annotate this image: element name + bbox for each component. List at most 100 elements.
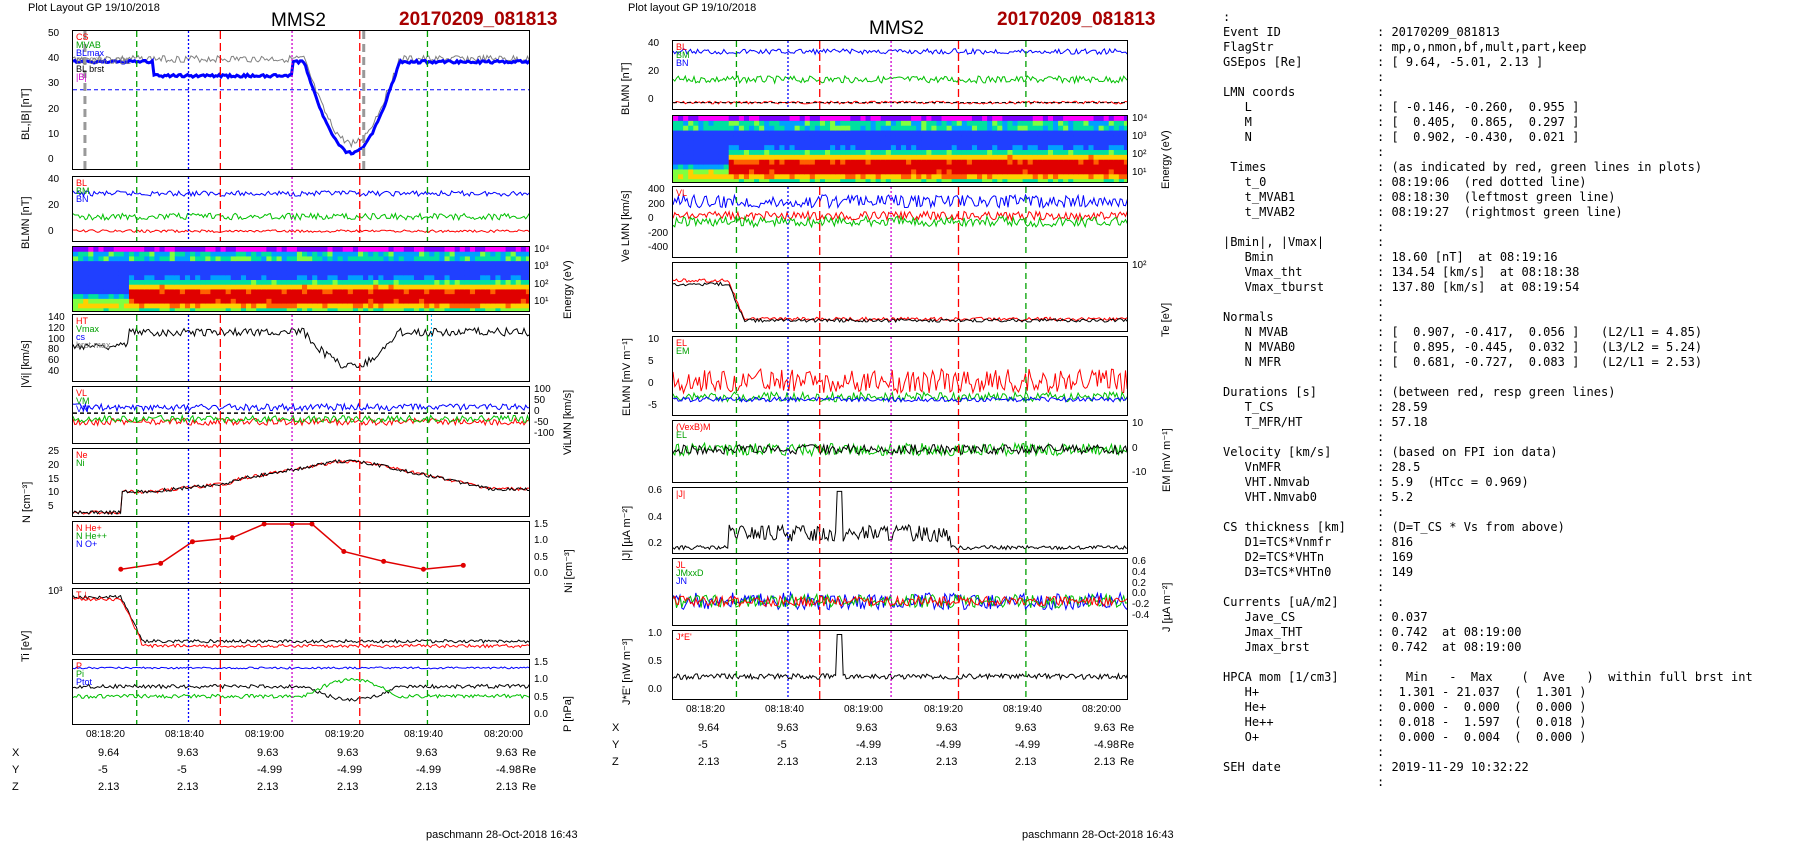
series-line-vm xyxy=(673,209,1127,222)
he++-point xyxy=(158,560,164,566)
he++-point xyxy=(420,566,426,572)
plot-panel-vi xyxy=(72,314,530,382)
plot-panel-je xyxy=(672,630,1128,700)
info-key: Event ID xyxy=(1223,25,1281,39)
legend-entry: |J| xyxy=(676,489,686,499)
info-row: CS thickness [km]: (D=T_CS * Vs from abo… xyxy=(1223,520,1753,535)
info-row: FlagStr: mp,o,nmon,bf,mult,part,keep xyxy=(1223,40,1753,55)
info-value: : xyxy=(1377,580,1385,594)
info-value: : 0.037 xyxy=(1377,610,1428,624)
pos-row-value: 2.13 xyxy=(496,781,518,793)
pos-row-label: Y xyxy=(612,739,620,751)
info-key: FlagStr xyxy=(1223,40,1274,54)
panel-ylabel: |Vi| [km/s] xyxy=(20,340,32,388)
info-key: Vmax_tht xyxy=(1223,265,1303,279)
pos-row-value: 2.13 xyxy=(98,781,120,793)
info-value: : [ 9.64, -5.01, 2.13 ] xyxy=(1377,55,1544,69)
info-row: : xyxy=(1223,775,1753,790)
info-row: SEH date: 2019-11-29 10:32:22 xyxy=(1223,760,1753,775)
legend-entry: BL xyxy=(676,42,688,52)
panel-ytick-right: 1.0 xyxy=(534,535,548,547)
pos-row-value: -5 xyxy=(698,739,708,751)
panel-ytick: 0.2 xyxy=(648,538,662,549)
series-line-vn xyxy=(73,414,529,424)
panel-ylabel: BLMN [nT] xyxy=(620,62,632,115)
pos-row-label: X xyxy=(12,747,20,759)
info-value: : xyxy=(1377,775,1385,789)
info-value: : 134.54 [km/s] at 08:18:38 xyxy=(1377,265,1580,279)
info-value: : xyxy=(1377,145,1385,159)
panel-svg-e xyxy=(673,337,1127,415)
info-value: : 28.59 xyxy=(1377,400,1428,414)
info-row: He+: 0.000 - 0.000 ( 0.000 ) xyxy=(1223,700,1753,715)
pos-row-value: 9.63 xyxy=(177,747,199,759)
series-line-en xyxy=(673,395,1127,403)
panel-ylabel: BLMN [nT] xyxy=(20,196,32,249)
plot-panel-te xyxy=(672,262,1128,332)
info-key: N xyxy=(1223,130,1252,144)
info-key: H+ xyxy=(1223,685,1260,699)
time-axis-label: 08:20:00 xyxy=(484,729,523,740)
panel-svg-n xyxy=(73,449,529,516)
info-row: VHT.Nmvab: 5.9 (HTcc = 0.969) xyxy=(1223,475,1753,490)
panel-ytick: 400 xyxy=(648,184,665,195)
legend-entry: (VexB)M xyxy=(676,422,711,432)
info-value: : xyxy=(1377,220,1385,234)
info-lead: : xyxy=(1223,10,1231,24)
info-row: t_0: 08:19:06 (red dotted line) xyxy=(1223,175,1753,190)
info-row: : xyxy=(1223,370,1753,385)
pos-row-unit: Re xyxy=(522,781,537,793)
panel-ylabel-right: Energy (eV) xyxy=(1160,130,1172,189)
pos-row-value: 2.13 xyxy=(1015,756,1037,768)
legend-entry: VL xyxy=(76,388,88,398)
legend-entry: BLmax xyxy=(76,48,105,58)
panel-ytick-right: 0.5 xyxy=(534,551,548,563)
legend-entry: BN xyxy=(76,194,89,204)
info-row: : xyxy=(1223,655,1753,670)
he++-point xyxy=(189,539,195,545)
info-value: : 169 xyxy=(1377,550,1414,564)
info-row: D1=TCS*Vnmfr: 816 xyxy=(1223,535,1753,550)
panel-ytick: 40 xyxy=(648,38,660,49)
time-axis-label: 08:19:40 xyxy=(404,729,443,740)
pos-row-value: 9.63 xyxy=(257,747,279,759)
panel-ylabel-right: Ni [cm⁻³] xyxy=(563,548,575,593)
info-value: : xyxy=(1377,70,1385,84)
panel-ytick: 0 xyxy=(648,213,654,224)
info-row: T_MFR/HT: 57.18 xyxy=(1223,415,1753,430)
plot-panel-n xyxy=(72,448,530,517)
plot-panel-blmn xyxy=(672,40,1128,110)
panel-ytick: 40 xyxy=(48,366,60,377)
pos-row-value: 2.13 xyxy=(257,781,279,793)
info-value: : 5.9 (HTcc = 0.969) xyxy=(1377,475,1529,489)
plot-panel-jlmn xyxy=(672,558,1128,626)
panel-ytick: 20 xyxy=(48,459,60,471)
panel-ytick: 40 xyxy=(48,53,60,65)
series-line-bm xyxy=(673,74,1127,85)
pos-row-value: 9.63 xyxy=(777,722,799,734)
panel-ytick: 1.0 xyxy=(648,628,662,639)
panel-ylabel-right: EM [mV m⁻¹] xyxy=(1161,427,1173,492)
info-key: Vmax_tburst xyxy=(1223,280,1325,294)
info-key: Currents [uA/m2] xyxy=(1223,595,1339,609)
info-row: : xyxy=(1223,295,1753,310)
series-line-tperp xyxy=(73,594,529,644)
info-row: Times: (as indicated by red, green lines… xyxy=(1223,160,1753,175)
plot-panel-ti xyxy=(72,588,530,655)
legend-entry: EM xyxy=(676,346,690,356)
plot-panel-vilmn xyxy=(72,386,530,444)
pos-row-value: 9.64 xyxy=(698,722,720,734)
plot-panel-j xyxy=(672,487,1128,554)
pos-row-value: 9.64 xyxy=(98,747,120,759)
info-key: GSEpos [Re] xyxy=(1223,55,1303,69)
pos-row-value: 9.63 xyxy=(416,747,438,759)
pos-row-value: 2.13 xyxy=(698,756,720,768)
panel-ytick: -200 xyxy=(648,227,669,239)
legend-entry: BM xyxy=(676,50,690,60)
info-value: : [ 0.895, -0.445, 0.032 ] (L3/L2 = 5.24… xyxy=(1377,340,1703,354)
panel-ytick: 80 xyxy=(48,344,60,356)
info-value: : 137.80 [km/s] at 08:19:54 xyxy=(1377,280,1580,294)
pos-row-value: -4.99 xyxy=(257,764,283,776)
panel-ytick-right: -50 xyxy=(534,417,549,428)
info-key: L xyxy=(1223,100,1252,114)
